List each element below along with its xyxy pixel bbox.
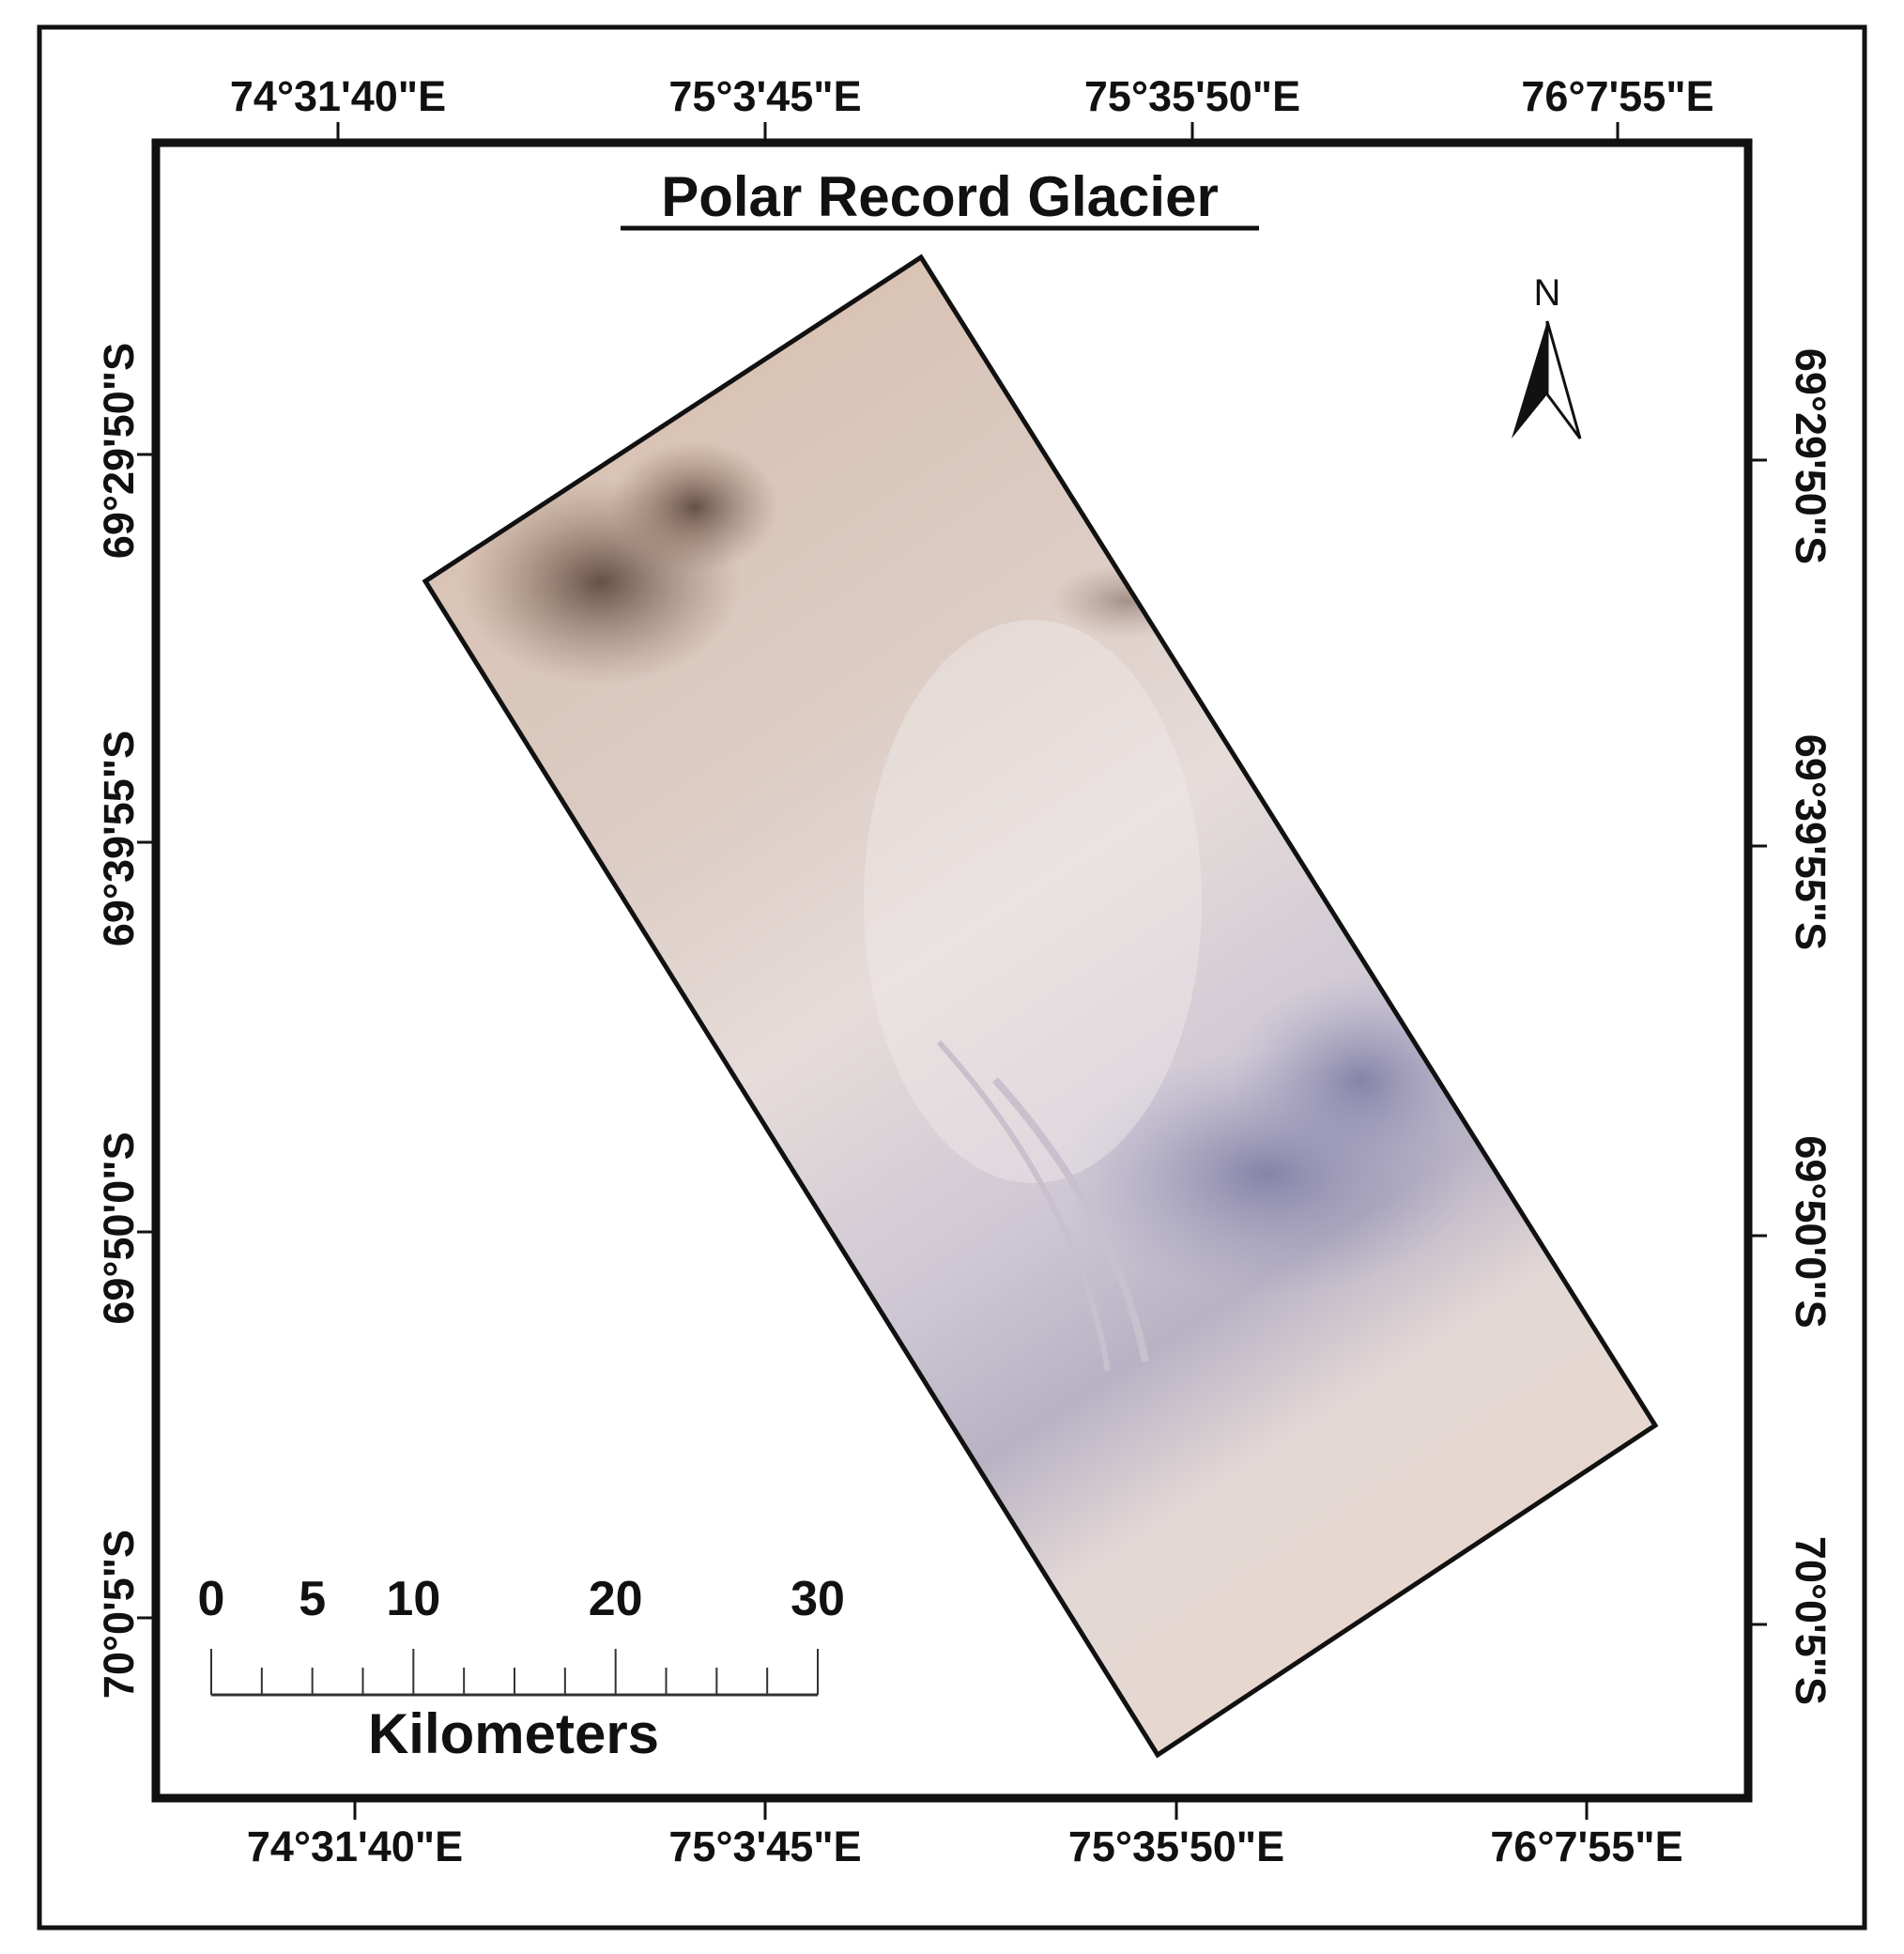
bottom-coord-label: 76°7'55"E — [1490, 1823, 1682, 1870]
scene-outline — [422, 254, 1659, 1759]
scale-label: 20 — [589, 1572, 643, 1626]
map-title: Polar Record Glacier — [661, 165, 1219, 228]
scale-label: 30 — [791, 1572, 845, 1626]
scale-label: 0 — [198, 1572, 225, 1626]
left-coord-label: 70°0'5"S — [95, 1530, 143, 1699]
right-coord-label: 69°50'0"S — [1787, 1135, 1835, 1328]
north-label: N — [1534, 272, 1561, 314]
satellite-image — [425, 257, 1655, 1755]
left-coord-label: 69°29'50"S — [95, 343, 143, 559]
right-coord-label: 70°0'5"S — [1787, 1536, 1835, 1705]
outer-frame — [37, 24, 1867, 1931]
left-coord-label: 69°50'0"S — [95, 1131, 143, 1324]
right-coord-label: 69°39'55"S — [1787, 734, 1835, 950]
scale-label: 10 — [386, 1572, 440, 1626]
scale-label: 5 — [299, 1572, 326, 1626]
north-arrow: N — [1512, 272, 1582, 439]
bottom-coord-label: 74°31'40"E — [247, 1823, 463, 1870]
top-coord-label: 75°35'50"E — [1084, 72, 1300, 120]
top-coord-label: 75°3'45"E — [668, 72, 861, 120]
north-arrow-right — [1545, 320, 1582, 439]
scale-bar: Kilometers 0 5 10 20 30 — [198, 1572, 845, 1765]
top-coord-label: 74°31'40"E — [230, 72, 446, 120]
left-coord-label: 69°39'55"S — [95, 731, 143, 946]
scale-unit: Kilometers — [368, 1702, 659, 1765]
bottom-coord-label: 75°35'50"E — [1068, 1823, 1284, 1870]
top-coord-label: 76°7'55"E — [1521, 72, 1713, 120]
bottom-coord-label: 75°3'45"E — [668, 1823, 861, 1870]
north-arrow-left — [1512, 321, 1547, 438]
right-coord-label: 69°29'50"S — [1787, 348, 1835, 564]
